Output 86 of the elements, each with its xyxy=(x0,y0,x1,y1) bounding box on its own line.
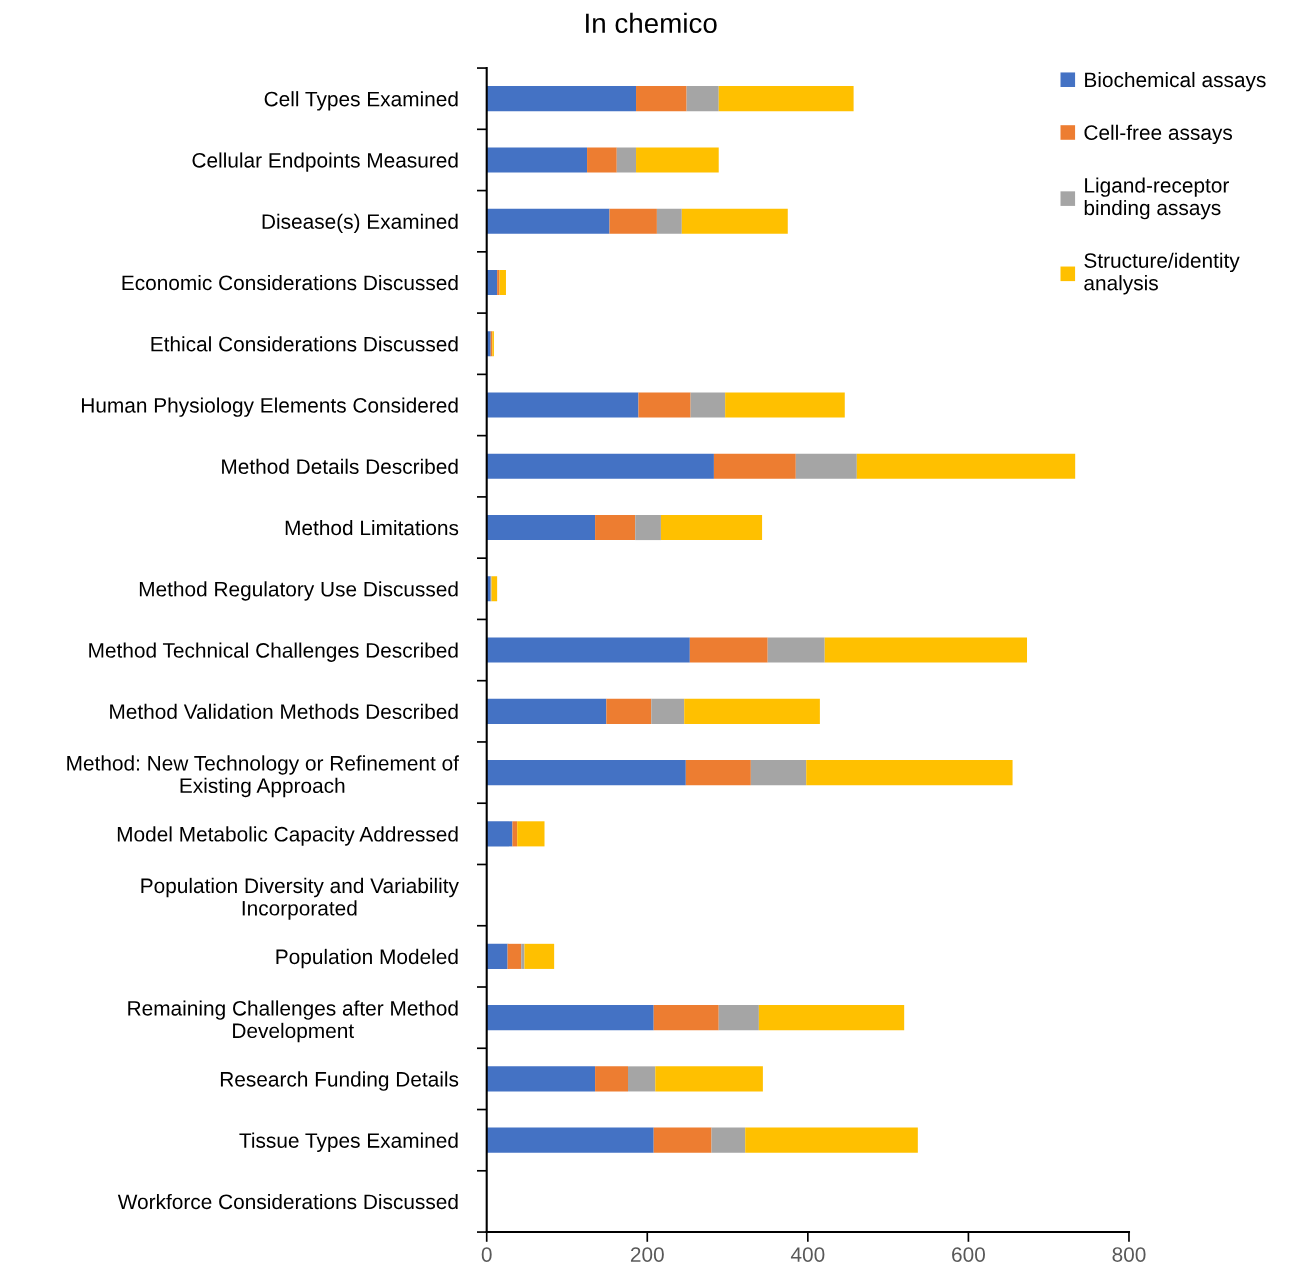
bar xyxy=(686,86,719,112)
x-tick-label: 400 xyxy=(790,1247,825,1262)
bar xyxy=(606,698,652,724)
legend-label: Ligand-receptor binding assays xyxy=(1084,177,1229,220)
bar xyxy=(655,1066,763,1092)
x-tick-label: 200 xyxy=(630,1247,664,1262)
y-tick-label: Method: New Technology or Refinement of Existing Approach xyxy=(67,755,459,798)
bar xyxy=(713,453,796,479)
bar xyxy=(486,760,686,786)
y-tick-label: Human Physiology Elements Considered xyxy=(82,397,458,417)
y-tick-label: Population Diversity and Variability Incorporated xyxy=(141,877,459,920)
y-tick-label: Economic Considerations Discussed xyxy=(122,274,458,291)
bar xyxy=(616,147,637,173)
y-tick-label: Method Technical Challenges Described xyxy=(89,642,458,662)
bar xyxy=(745,1127,918,1153)
bar xyxy=(486,86,637,112)
bar xyxy=(486,208,610,234)
bar xyxy=(656,208,682,234)
bar xyxy=(609,208,657,234)
bar xyxy=(636,86,687,112)
y-tick-label: Disease(s) Examined xyxy=(262,213,458,234)
bar xyxy=(499,269,506,296)
x-tick-label: 600 xyxy=(952,1247,985,1262)
bar xyxy=(512,821,518,847)
bar xyxy=(651,698,685,724)
legend-label: Biochemical assays xyxy=(1085,71,1266,92)
bar xyxy=(638,392,691,418)
y-tick-label: Method Validation Methods Described xyxy=(110,703,458,720)
bar xyxy=(486,514,596,541)
bar xyxy=(758,1005,905,1031)
bar xyxy=(653,1127,712,1153)
legend-label: Cell-free assays xyxy=(1084,124,1233,145)
y-tick-label: Cellular Endpoints Measured xyxy=(192,152,458,172)
y-tick-label: Cell Types Examined xyxy=(264,91,458,111)
bar xyxy=(681,208,788,234)
bar xyxy=(660,514,763,541)
bar xyxy=(689,637,768,663)
bar xyxy=(718,1005,759,1031)
y-tick-label: Ethical Considerations Discussed xyxy=(151,336,458,352)
bar xyxy=(486,821,513,847)
bar xyxy=(486,392,639,418)
bar xyxy=(486,698,607,724)
bar xyxy=(507,943,522,969)
bar xyxy=(524,943,555,969)
bar xyxy=(684,698,820,724)
bar xyxy=(767,637,825,663)
bar xyxy=(635,514,661,541)
bar xyxy=(486,637,690,663)
bar xyxy=(806,760,1013,786)
bar xyxy=(750,760,807,786)
bar xyxy=(595,514,636,541)
y-tick-label: Method Details Described xyxy=(222,458,458,475)
bar xyxy=(685,760,751,786)
bar xyxy=(486,453,714,479)
bar xyxy=(517,821,545,847)
chart-title: In chemico xyxy=(586,12,717,34)
bar xyxy=(521,943,525,969)
bar xyxy=(653,1005,719,1031)
bar xyxy=(690,392,726,418)
bar xyxy=(795,453,857,479)
y-tick-label: Method Limitations xyxy=(285,519,459,536)
y-tick-label: Workforce Considerations Discussed xyxy=(117,1193,458,1210)
bar xyxy=(497,269,500,296)
bar xyxy=(636,147,719,173)
bar xyxy=(486,147,588,173)
bar xyxy=(711,1127,746,1153)
bar xyxy=(486,1005,654,1031)
bar xyxy=(824,637,1028,663)
y-tick-label: Remaining Challenges after Method Development xyxy=(128,1000,458,1043)
bar xyxy=(725,392,845,418)
bar xyxy=(628,1066,656,1092)
bar xyxy=(486,1127,654,1153)
bar xyxy=(486,943,508,969)
bar xyxy=(587,147,617,173)
y-tick-label: Tissue Types Examined xyxy=(239,1132,458,1153)
bar xyxy=(486,1066,596,1092)
x-tick-label: 0 xyxy=(481,1247,492,1262)
bar xyxy=(856,453,1076,479)
legend-label: Structure/identity analysis xyxy=(1084,252,1240,295)
bar xyxy=(718,86,854,112)
y-tick-label: Model Metabolic Capacity Addressed xyxy=(117,826,458,846)
y-tick-label: Population Modeled xyxy=(276,948,458,969)
y-tick-label: Method Regulatory Use Discussed xyxy=(139,581,458,601)
y-tick-label: Research Funding Details xyxy=(220,1071,459,1091)
bar xyxy=(595,1066,629,1092)
x-tick-label: 800 xyxy=(1112,1247,1146,1262)
